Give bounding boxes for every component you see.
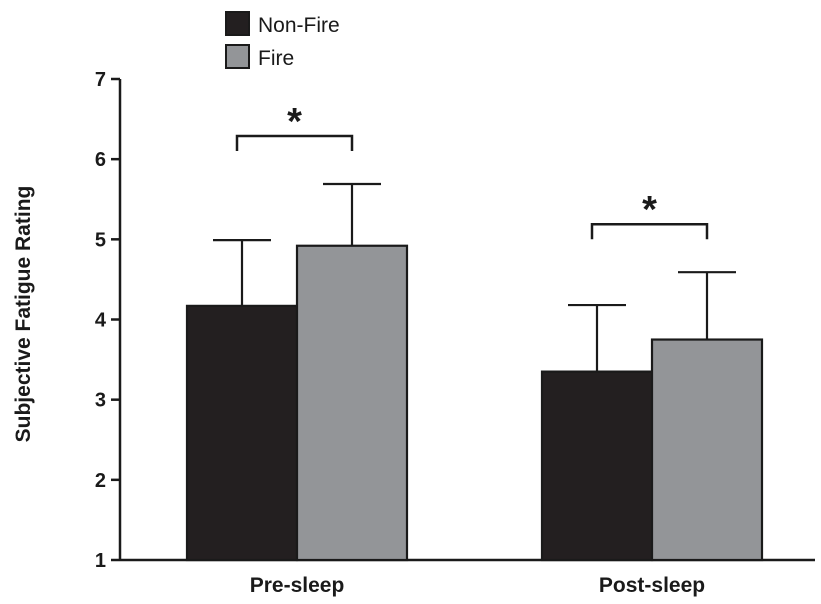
error-bars (213, 182, 736, 372)
y-tick-label-1: 1 (95, 550, 106, 572)
significance-bracket-pre-sleep (235, 134, 354, 152)
y-tick-label-3: 3 (95, 390, 106, 412)
bar-non-fire-pre-sleep (185, 304, 299, 562)
significance-marker-pre-sleep: * (287, 101, 302, 143)
legend-swatch-fire (225, 44, 250, 69)
legend-swatch-non-fire (225, 11, 250, 36)
significance-marker-post-sleep: * (642, 189, 657, 231)
y-axis: 1 2 3 4 5 6 7 (95, 69, 122, 572)
x-category-label-post-sleep: Post-sleep (599, 574, 705, 597)
bars (185, 244, 764, 562)
significance-annotations: ** (235, 101, 709, 240)
significance-bracket-post-sleep (590, 222, 709, 240)
legend-label-fire: Fire (258, 47, 294, 70)
bar-non-fire-post-sleep (540, 370, 654, 562)
legend-label-non-fire: Non-Fire (258, 14, 340, 37)
bar-fire-post-sleep (650, 338, 764, 562)
bar-fire-pre-sleep (295, 244, 409, 562)
y-tick-label-4: 4 (95, 310, 107, 332)
legend: Non-Fire Fire (225, 11, 340, 70)
y-tick-label-2: 2 (95, 470, 106, 492)
y-tick-label-5: 5 (95, 229, 106, 251)
x-axis: Pre-sleep Post-sleep (120, 558, 815, 597)
y-tick-label-7: 7 (95, 69, 106, 91)
y-tick-label-6: 6 (95, 149, 106, 171)
y-axis-label: Subjective Fatigue Rating (12, 186, 35, 443)
x-category-label-pre-sleep: Pre-sleep (250, 574, 345, 597)
